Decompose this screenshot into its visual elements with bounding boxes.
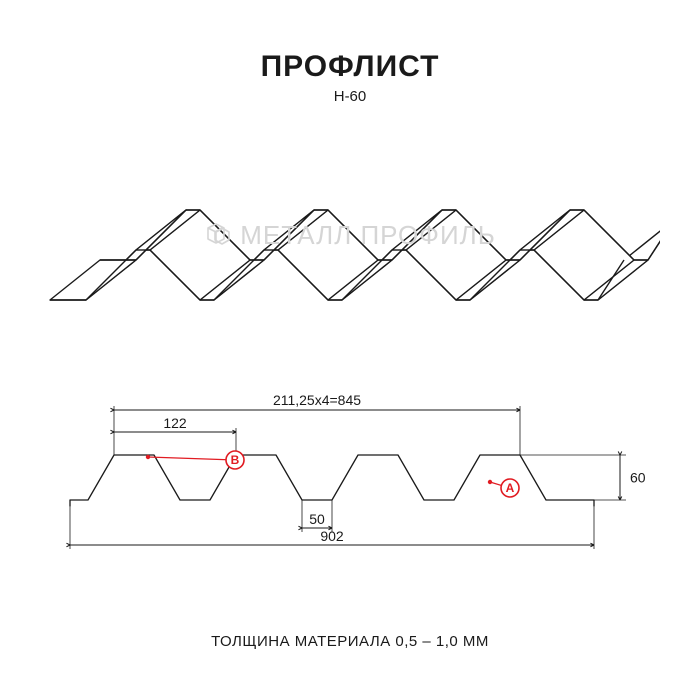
- svg-text:902: 902: [320, 528, 344, 544]
- page-subtitle: Н-60: [0, 88, 700, 105]
- svg-text:B: B: [231, 453, 240, 467]
- page: ПРОФЛИСТ Н-60 МЕТАЛЛ ПРОФИЛЬ 211,25х4=84…: [0, 0, 700, 700]
- svg-text:60: 60: [630, 470, 646, 486]
- svg-text:50: 50: [309, 511, 325, 527]
- svg-text:A: A: [506, 481, 515, 495]
- page-title: ПРОФЛИСТ: [0, 50, 700, 84]
- svg-text:122: 122: [163, 415, 187, 431]
- thickness-note: ТОЛЩИНА МАТЕРИАЛА 0,5 – 1,0 ММ: [0, 633, 700, 650]
- cross-section-drawing: 211,25х4=845 122 50902 60 A B: [50, 380, 650, 560]
- title-block: ПРОФЛИСТ Н-60: [0, 50, 700, 105]
- svg-text:211,25х4=845: 211,25х4=845: [273, 392, 361, 408]
- isometric-drawing: [40, 140, 660, 330]
